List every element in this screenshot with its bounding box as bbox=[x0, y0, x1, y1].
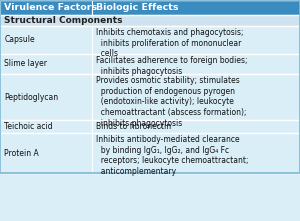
Text: Provides osmotic stability; stimulates
  production of endogenous pyrogen
  (end: Provides osmotic stability; stimulates p… bbox=[96, 76, 247, 128]
Bar bbox=[0, 133, 92, 173]
Text: Inhibits antibody-mediated clearance
  by binding IgG₁, IgG₂, and IgG₄ Fc
  rece: Inhibits antibody-mediated clearance by … bbox=[96, 135, 248, 176]
Bar bbox=[92, 54, 300, 74]
Text: Inhibits chemotaxis and phagocytosis;
  inhibits proliferation of mononuclear
  : Inhibits chemotaxis and phagocytosis; in… bbox=[96, 28, 244, 58]
Bar bbox=[0, 0, 92, 15]
Bar bbox=[92, 74, 300, 120]
Bar bbox=[92, 0, 300, 15]
Bar bbox=[0, 26, 92, 54]
Text: Protein A: Protein A bbox=[4, 149, 39, 158]
Bar bbox=[92, 120, 300, 133]
Bar bbox=[0, 15, 300, 26]
Text: Biologic Effects: Biologic Effects bbox=[96, 3, 178, 12]
Text: Slime layer: Slime layer bbox=[4, 59, 47, 69]
Text: Teichoic acid: Teichoic acid bbox=[4, 122, 53, 131]
Text: Capsule: Capsule bbox=[4, 36, 35, 44]
Bar bbox=[92, 26, 300, 54]
Text: Peptidoglycan: Peptidoglycan bbox=[4, 93, 58, 101]
Text: Structural Components: Structural Components bbox=[4, 16, 123, 25]
Text: Virulence Factors: Virulence Factors bbox=[4, 3, 98, 12]
Bar bbox=[92, 133, 300, 173]
Bar bbox=[0, 120, 92, 133]
Text: Facilitates adherence to foreign bodies;
  inhibits phagocytosis: Facilitates adherence to foreign bodies;… bbox=[96, 56, 247, 76]
Text: Binds to fibronectin: Binds to fibronectin bbox=[96, 122, 171, 131]
Bar bbox=[0, 54, 92, 74]
Bar bbox=[0, 0, 300, 173]
Bar bbox=[0, 74, 92, 120]
